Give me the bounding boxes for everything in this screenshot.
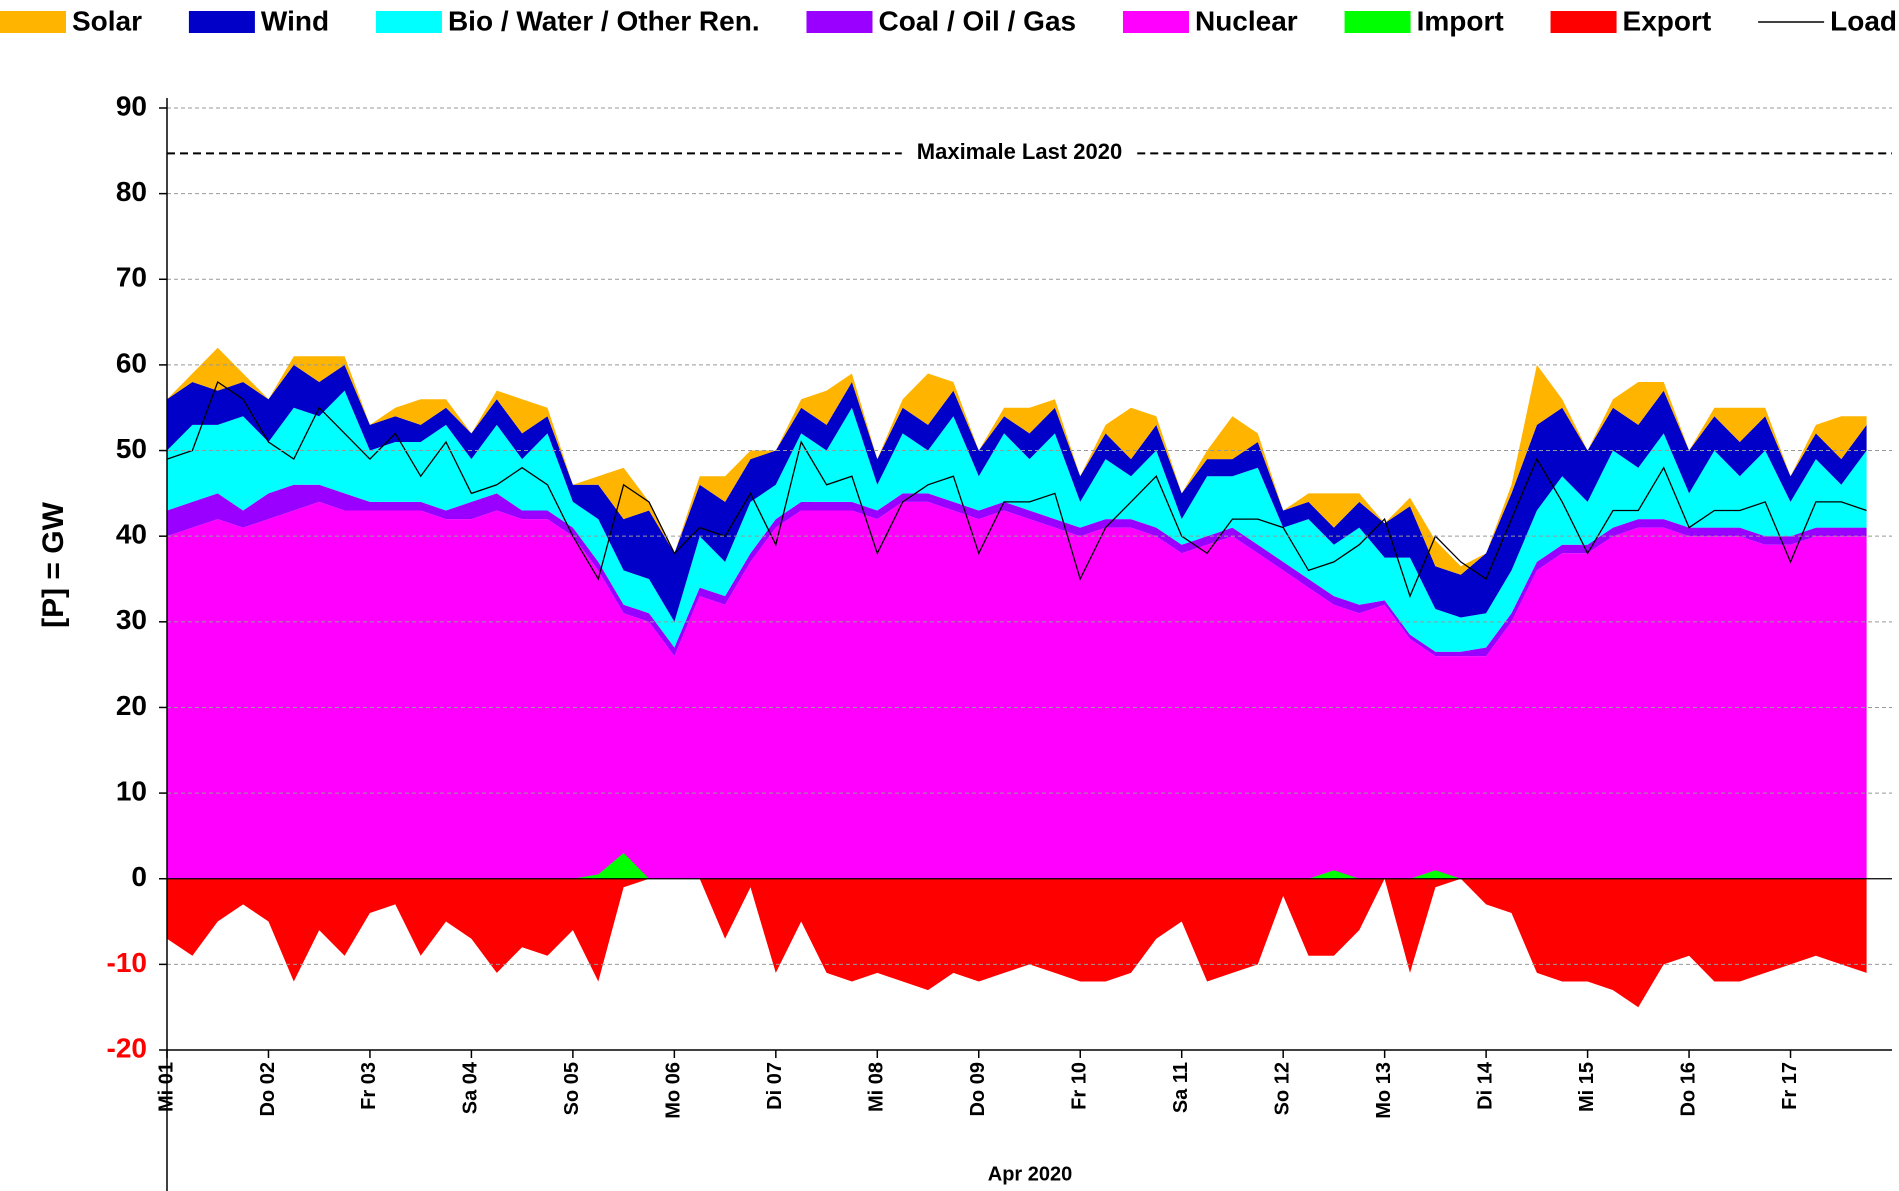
- y-tick-label: 50: [116, 433, 147, 464]
- area-2: [167, 390, 1867, 652]
- legend-item: Coal / Oil / Gas: [806, 5, 1076, 36]
- legend-label: Export: [1623, 5, 1712, 36]
- area-6: [167, 878, 1867, 1008]
- legend-swatch: [188, 11, 255, 33]
- legend-label: Import: [1417, 5, 1504, 36]
- y-tick-label: 10: [116, 775, 147, 806]
- legend-item: Nuclear: [1122, 5, 1298, 36]
- x-tick-label: Do 16: [1677, 1062, 1699, 1116]
- y-tick-label: 60: [116, 347, 147, 378]
- legend-item: Import: [1344, 5, 1504, 36]
- legend-swatch: [1550, 11, 1617, 33]
- y-tick-label: -20: [107, 1032, 147, 1063]
- legend-label: Coal / Oil / Gas: [878, 5, 1076, 36]
- legend-swatch: [0, 11, 66, 33]
- x-tick-label: Fr 17: [1779, 1062, 1801, 1110]
- x-tick-label: Mi 08: [866, 1062, 888, 1112]
- legend-item: Export: [1550, 5, 1712, 36]
- x-tick-label: Di 07: [764, 1062, 786, 1110]
- y-tick-label: 90: [116, 90, 147, 121]
- x-axis-label: Apr 2020: [988, 1163, 1073, 1185]
- y-tick-label: 20: [116, 690, 147, 721]
- legend-item: Wind: [188, 5, 329, 36]
- legend-item: Load: [1758, 5, 1897, 36]
- x-tick-label: Sa 11: [1170, 1062, 1192, 1113]
- x-tick-label: Fr 10: [1069, 1062, 1091, 1110]
- legend-label: Wind: [261, 5, 329, 36]
- x-tick-label: Mo 13: [1373, 1062, 1395, 1119]
- x-tick-label: Fr 03: [358, 1062, 380, 1110]
- legend-label: Bio / Water / Other Ren.: [448, 5, 760, 36]
- legend-swatch: [1344, 11, 1411, 33]
- y-tick-label: 30: [116, 604, 147, 635]
- y-axis-label: [P] = GW: [37, 501, 70, 628]
- y-tick-label: 0: [131, 861, 147, 892]
- legend-label: Solar: [72, 5, 142, 36]
- x-tick-label: Mi 01: [155, 1062, 177, 1112]
- area-1: [167, 364, 1867, 622]
- x-tick-label: Di 14: [1474, 1061, 1496, 1110]
- y-tick-label: 80: [116, 176, 147, 207]
- y-tick-label: 70: [116, 262, 147, 293]
- x-tick-label: So 12: [1271, 1062, 1293, 1115]
- x-tick-label: Mo 06: [663, 1062, 685, 1119]
- y-tick-label: 40: [116, 519, 147, 550]
- area-4: [167, 501, 1867, 879]
- x-tick-label: So 05: [561, 1062, 583, 1115]
- legend-label: Load: [1830, 5, 1897, 36]
- legend-swatch: [1122, 11, 1189, 33]
- reference-label: Maximale Last 2020: [917, 139, 1122, 164]
- x-tick-label: Mi 15: [1576, 1062, 1598, 1112]
- area-3: [167, 484, 1867, 657]
- legend-label: Nuclear: [1195, 5, 1298, 36]
- plot-area: [166, 347, 1867, 1008]
- legend: Solar Wind Bio / Water / Other Ren. Coal / …: [0, 5, 1897, 36]
- legend-item: Solar: [0, 5, 142, 36]
- y-tick-label: -10: [107, 947, 147, 978]
- x-tick-label: Sa 04: [460, 1061, 482, 1114]
- x-tick-label: Do 02: [257, 1062, 279, 1116]
- legend-item: Bio / Water / Other Ren.: [375, 5, 760, 36]
- legend-swatch: [806, 11, 873, 33]
- legend-swatch: [375, 11, 442, 33]
- x-tick-label: Do 09: [967, 1062, 989, 1116]
